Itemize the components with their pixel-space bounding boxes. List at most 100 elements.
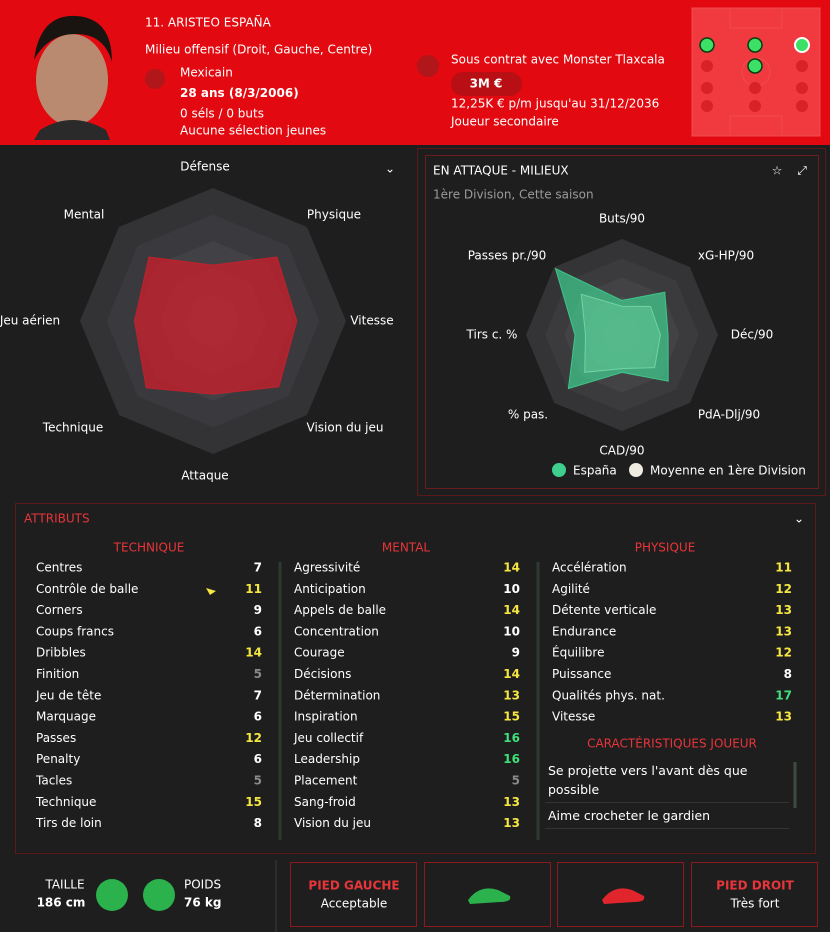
weight-icon xyxy=(143,879,175,911)
expand-icon[interactable]: ⤢ xyxy=(796,164,807,178)
group-title: TECHNIQUE xyxy=(113,541,185,555)
attribute-name: Vitesse xyxy=(552,710,595,724)
attribute-value: 13 xyxy=(775,624,792,638)
wage: 12,25K € p/m jusqu'au 31/12/2036 xyxy=(451,97,659,111)
attribute-name: Technique xyxy=(35,795,96,809)
attribute-value: 7 xyxy=(254,561,262,575)
caps: 0 séls / 0 buts xyxy=(180,107,264,121)
attribute-name: Agressivité xyxy=(294,561,360,575)
attribute-value: 13 xyxy=(775,710,792,724)
right-foot: Très fort xyxy=(730,897,780,911)
attribute-value: 5 xyxy=(512,774,520,788)
attribute-value: 11 xyxy=(245,582,262,596)
attribute-value: 14 xyxy=(503,561,520,575)
attribute-name: Jeu collectif xyxy=(293,731,364,745)
attribute-value: 10 xyxy=(503,582,520,596)
attribute-name: Dribbles xyxy=(36,646,86,660)
radar-label: Mental xyxy=(64,208,105,222)
height-label: TAILLE xyxy=(44,878,84,892)
radar-area xyxy=(133,256,298,395)
role: Joueur secondaire xyxy=(450,115,559,129)
favorite-icon[interactable]: ☆ xyxy=(772,164,783,178)
radar-area xyxy=(554,267,669,390)
attributes-title: ATTRIBUTS xyxy=(24,512,90,526)
traits-title: CARACTÉRISTIQUES JOUEUR xyxy=(587,736,757,751)
left-foot-label: PIED GAUCHE xyxy=(308,879,399,893)
attribute-value: 5 xyxy=(254,667,262,681)
attribute-name: Finition xyxy=(36,667,79,681)
panel-border xyxy=(417,148,826,496)
legend-label: Moyenne en 1ère Division xyxy=(650,464,806,478)
weight: 76 kg xyxy=(184,896,221,910)
attribute-value: 14 xyxy=(503,603,520,617)
attribute-value: 13 xyxy=(503,816,520,830)
player-name: 11. ARISTEO ESPAÑA xyxy=(145,15,272,30)
attribute-value: 12 xyxy=(775,646,792,660)
attribute-name: Placement xyxy=(294,774,358,788)
trait: Cherche à faire une passe plutôt que xyxy=(545,831,789,835)
radar-label: Vitesse xyxy=(350,314,393,328)
radar-label: Tirs c. % xyxy=(466,328,518,342)
radar-label: Vision du jeu xyxy=(307,421,384,435)
attribute-name: Agilité xyxy=(552,582,590,596)
club-logo xyxy=(417,55,439,77)
radar-label: Défense xyxy=(180,160,229,174)
attribute-value: 12 xyxy=(245,731,262,745)
attribute-name: Passes xyxy=(36,731,76,745)
birth-date: (8/3/2006) xyxy=(229,86,299,100)
attribute-value: 16 xyxy=(503,731,520,745)
attribute-value: 7 xyxy=(254,688,262,702)
chevron[interactable]: ⌄ xyxy=(385,162,395,176)
attribute-value: 13 xyxy=(503,795,520,809)
attribute-name: Anticipation xyxy=(294,582,366,596)
attribute-value: 5 xyxy=(254,774,262,788)
attribute-name: Corners xyxy=(36,603,83,617)
value-pill xyxy=(451,72,522,96)
attribute-value: 13 xyxy=(775,603,792,617)
attribute-name: Sang-froid xyxy=(294,795,356,809)
legend-marker xyxy=(552,463,566,477)
attribute-name: Inspiration xyxy=(294,710,358,724)
attribute-value: 6 xyxy=(254,624,262,638)
height: 186 cm xyxy=(37,896,86,910)
attribute-name: Concentration xyxy=(294,624,379,638)
flag-icon xyxy=(145,69,165,89)
age: 28 ans xyxy=(180,86,225,100)
value: 3M € xyxy=(470,77,503,91)
attribute-value: 13 xyxy=(503,688,520,702)
perf-subtitle: 1ère Division, Cette saison xyxy=(433,188,594,202)
attribute-name: Décisions xyxy=(294,667,351,681)
attribute-value: 10 xyxy=(503,624,520,638)
radar-label: Buts/90 xyxy=(599,212,645,226)
radar-label: Technique xyxy=(42,421,103,435)
radar-label: Attaque xyxy=(181,469,228,483)
attribute-value: 16 xyxy=(503,752,520,766)
attribute-value: 9 xyxy=(254,603,262,617)
attribute-name: Marquage xyxy=(36,710,96,724)
foot-boxes xyxy=(290,862,818,927)
perf-title: EN ATTAQUE - MILIEUX xyxy=(433,164,569,178)
group-title: PHYSIQUE xyxy=(635,541,696,555)
radar-label: % pas. xyxy=(508,408,548,422)
attribute-name: Courage xyxy=(294,646,345,660)
radar-label: Jeu aérien xyxy=(0,314,60,328)
attribute-value: 12 xyxy=(775,582,792,596)
radar-label: Physique xyxy=(307,208,361,222)
height-icon xyxy=(96,879,128,911)
attribute-value: 11 xyxy=(775,561,792,575)
radar-label: CAD/90 xyxy=(599,444,644,458)
left-boot xyxy=(468,888,511,904)
legend-label: España xyxy=(573,464,617,478)
youth-caps: Aucune sélection jeunes xyxy=(180,124,326,138)
radar-label: Passes pr./90 xyxy=(468,249,547,263)
attribute-value: 14 xyxy=(503,667,520,681)
panel-border xyxy=(15,503,816,854)
position-pitch xyxy=(691,7,821,137)
attribute-name: Vision du jeu xyxy=(294,816,371,830)
weight-label: POIDS xyxy=(184,878,221,892)
chevron[interactable]: ⌄ xyxy=(794,512,804,526)
attribute-name: Qualités phys. nat. xyxy=(552,688,665,702)
attribute-value: 6 xyxy=(254,710,262,724)
